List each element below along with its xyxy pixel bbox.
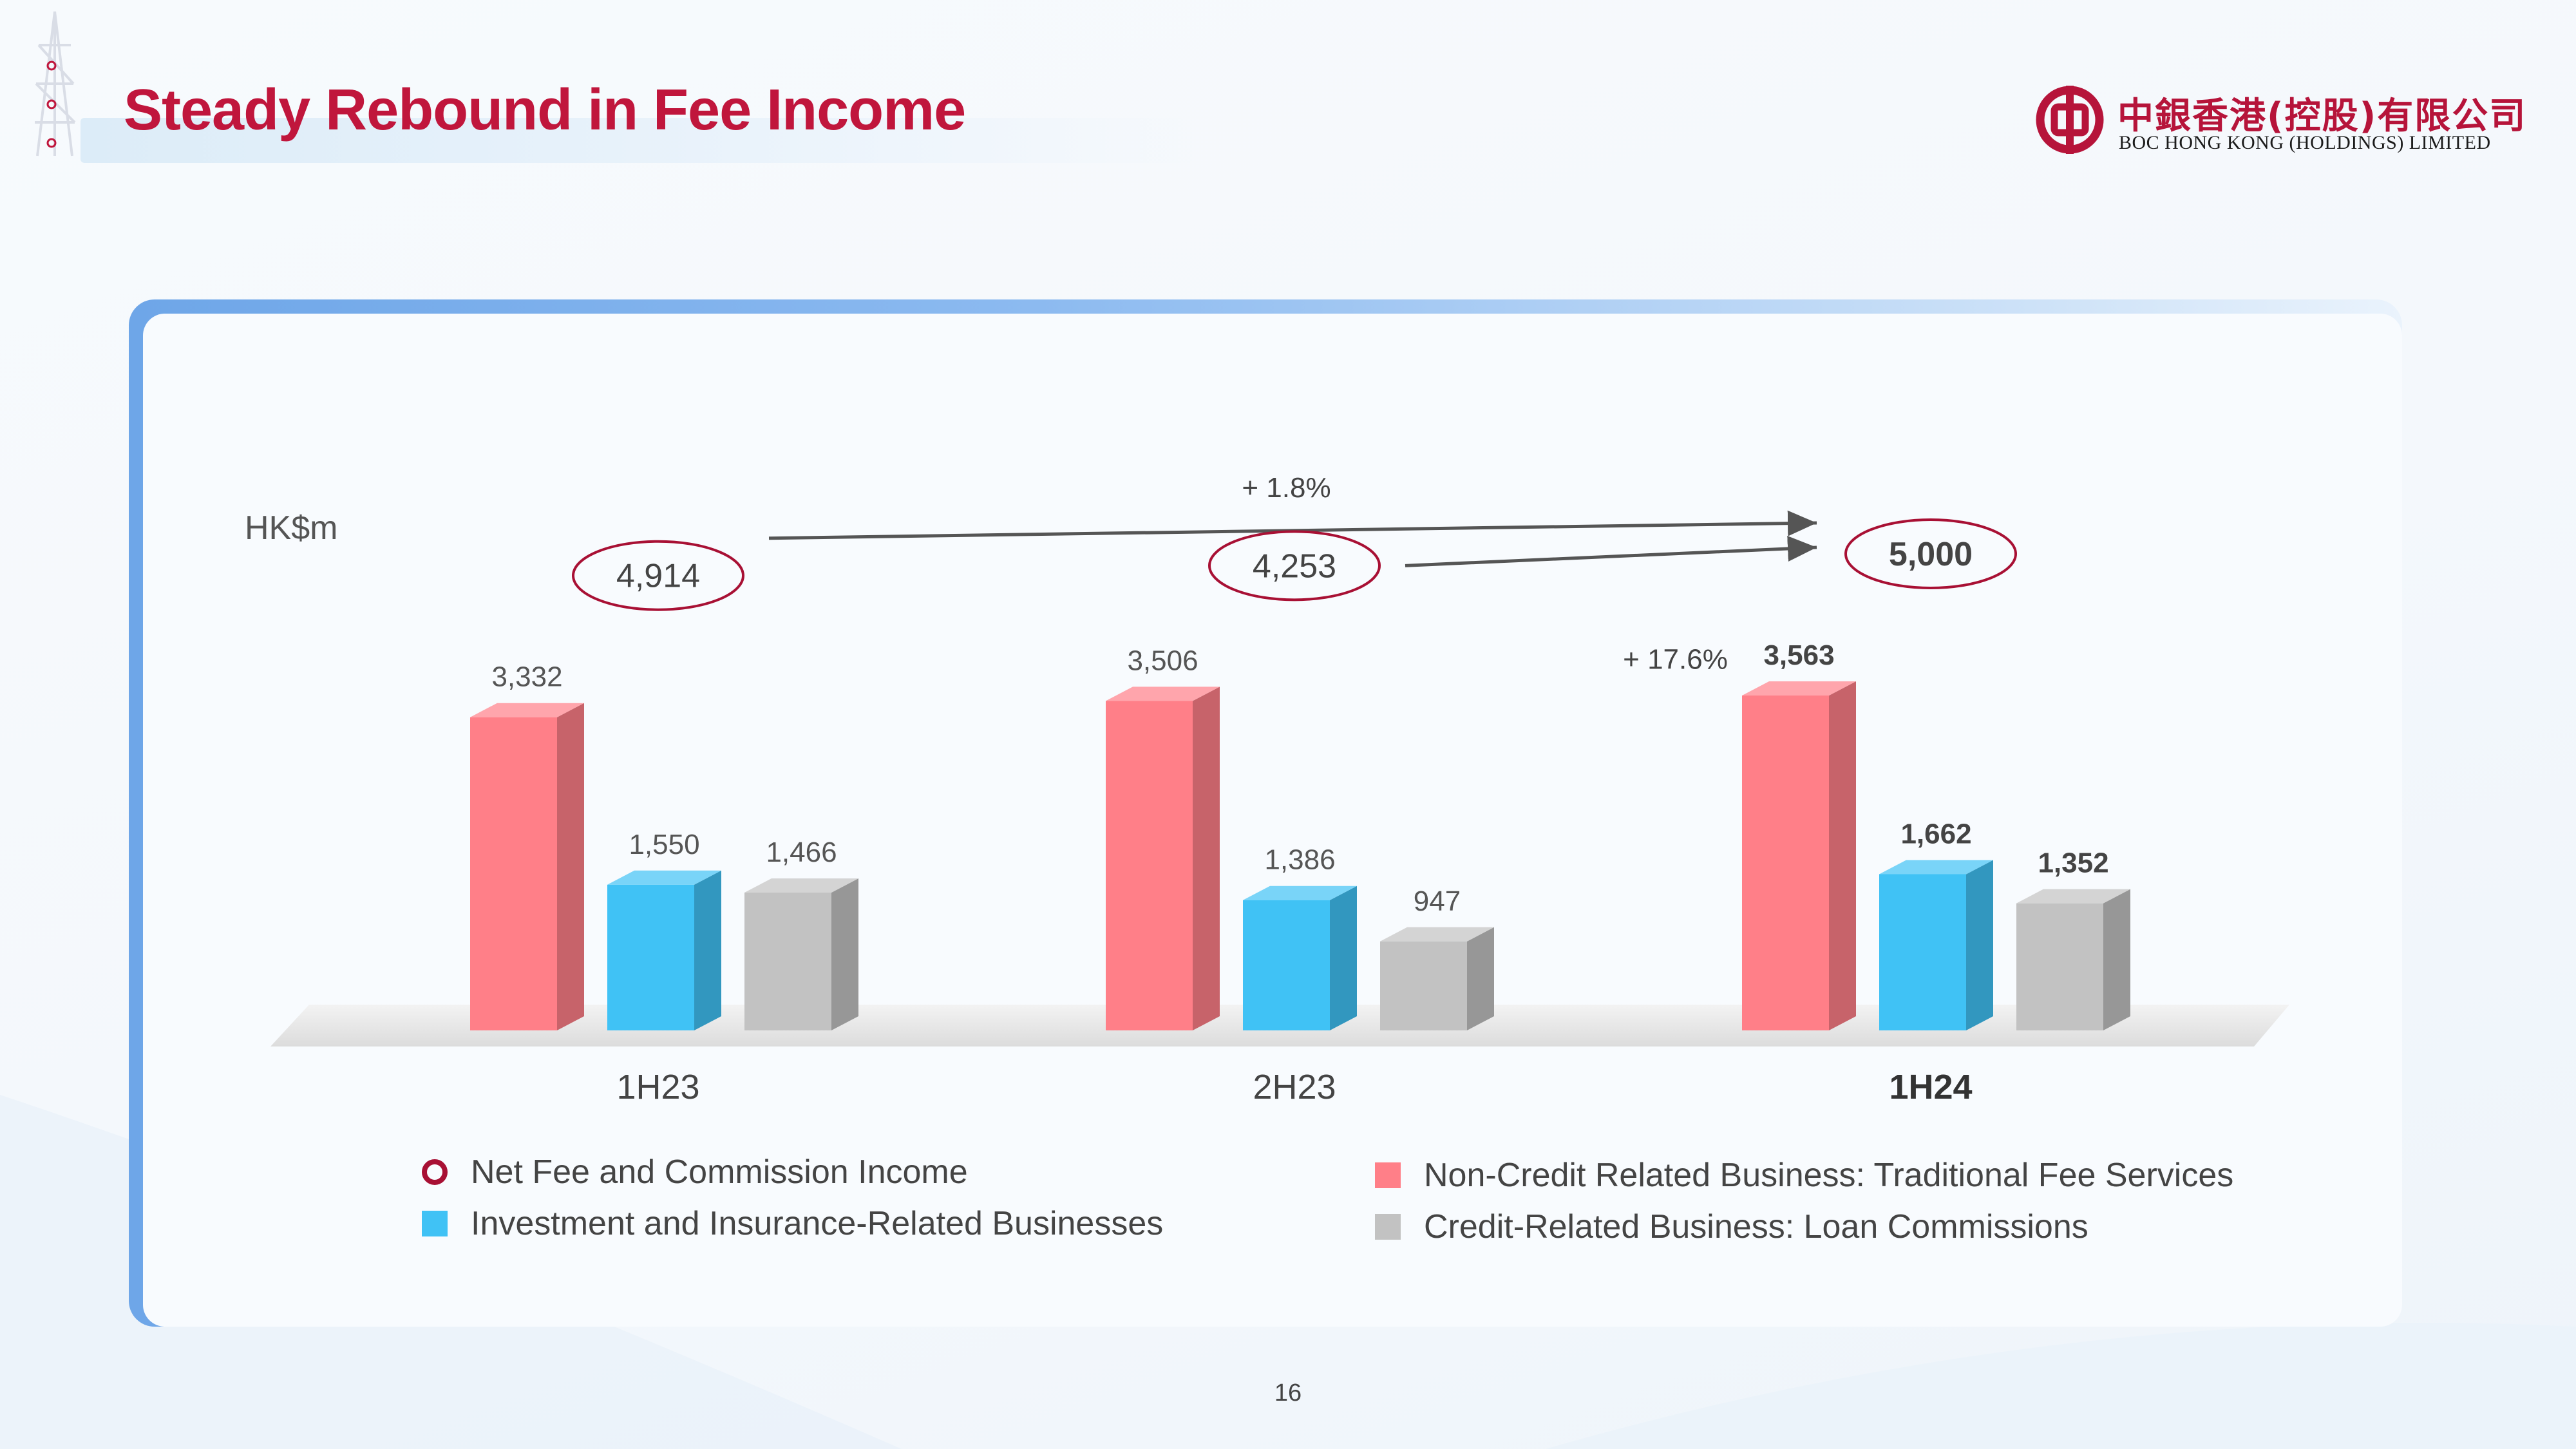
legend-label: Credit-Related Business: Loan Commission… [1424,1208,2088,1245]
value-label-1H23-series-2: 1,550 [629,829,699,860]
category-label-1H24: 1H24 [1889,1068,1972,1106]
legend-swatch-icon [1375,1214,1401,1240]
total-value-1H24: 5,000 [1889,536,1973,573]
total-ellipse-1H24 [1844,518,2017,589]
slide-title: Steady Rebound in Fee Income [124,78,966,142]
value-label-2H23-series-2: 1,386 [1264,844,1335,876]
legend-item-investment: Investment and Insurance-Related Busines… [422,1204,1163,1243]
boc-logo-icon [2036,86,2104,154]
value-label-1H24-series-1: 3,563 [1763,639,1834,671]
legend-item-non-credit: Non-Credit Related Business: Traditional… [1375,1156,2233,1195]
value-label-1H24-series-2: 1,662 [1900,818,1971,849]
growth-label-2H23-to-1H24: + 17.6% [1623,643,1728,675]
category-label-2H23: 2H23 [1253,1068,1336,1106]
title-underline-band [80,118,1195,163]
unit-label: HK$m [245,509,338,547]
total-ellipse-2H23 [1208,530,1381,601]
value-label-2H23-series-3: 947 [1414,886,1461,917]
legend-item-net-fee: Net Fee and Commission Income [422,1153,968,1191]
legend-swatch-icon [422,1211,448,1236]
legend-item-credit: Credit-Related Business: Loan Commission… [1375,1208,2088,1246]
growth-arrow-2H23-to-1H24 [1405,536,1817,567]
bar-2H23-series-1 [1106,687,1220,1030]
bar-1H23-series-2 [607,870,721,1030]
legend-label: Net Fee and Commission Income [471,1153,968,1191]
legend-label: Investment and Insurance-Related Busines… [471,1205,1164,1242]
bar-1H24-series-2 [1879,860,1993,1030]
bar-1H23-series-1 [470,703,584,1030]
value-label-1H23-series-3: 1,466 [766,837,837,868]
bar-2H23-series-2 [1243,886,1357,1030]
total-value-1H23: 4,914 [616,558,700,595]
company-name-english: BOC HONG KONG (HOLDINGS) LIMITED [2119,132,2491,153]
company-logo: 中銀香港(控股)有限公司 BOC HONG KONG (HOLDINGS) LI… [2034,84,2525,161]
bar-1H23-series-3 [744,878,858,1030]
bar-group-1H24 [1742,681,2130,1030]
page-number: 16 [1274,1379,1302,1406]
total-value-2H23: 4,253 [1253,547,1336,585]
bank-tower-decoration [35,11,76,156]
legend-label: Non-Credit Related Business: Traditional… [1424,1157,2234,1194]
bar-1H24-series-1 [1742,681,1856,1030]
company-name-chinese: 中銀香港(控股)有限公司 [2117,95,2527,137]
bar-1H24-series-3 [2016,889,2130,1030]
bar-group-1H23 [470,703,858,1030]
value-label-1H23-series-1: 3,332 [491,661,562,693]
value-label-2H23-series-1: 3,506 [1127,645,1198,676]
total-ellipse-1H23 [572,540,744,611]
legend-swatch-icon [1375,1162,1401,1188]
growth-label-1H23-to-1H24: + 1.8% [1242,472,1331,504]
bar-group-2H23 [1106,687,1494,1030]
bar-2H23-series-3 [1380,927,1494,1030]
value-label-1H24-series-3: 1,352 [2038,848,2108,879]
legend-circle-icon [422,1159,448,1185]
category-label-1H23: 1H23 [616,1068,699,1106]
